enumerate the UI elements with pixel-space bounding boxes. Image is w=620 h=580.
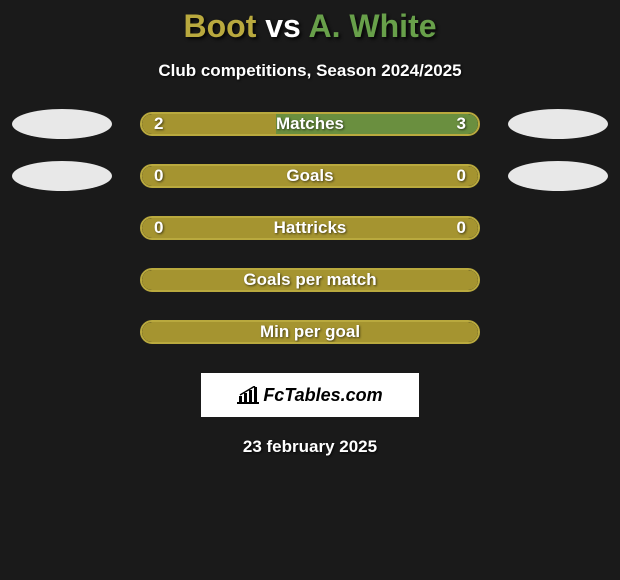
logo-box[interactable]: FcTables.com	[201, 373, 419, 417]
stat-row: 0 0 Goals	[0, 161, 620, 191]
stat-bar: 0 0 Goals	[140, 164, 480, 188]
stat-label: Min per goal	[260, 322, 360, 342]
stat-bar: Goals per match	[140, 268, 480, 292]
player1-badge	[12, 109, 112, 139]
stat-label: Matches	[276, 114, 344, 134]
spacer	[12, 317, 112, 347]
chart-icon	[237, 386, 259, 404]
vs-text: vs	[265, 8, 301, 44]
date-text: 23 february 2025	[0, 437, 620, 457]
spacer	[508, 213, 608, 243]
stat-value-left: 2	[154, 114, 163, 134]
stat-bar: 0 0 Hattricks	[140, 216, 480, 240]
subtitle: Club competitions, Season 2024/2025	[0, 61, 620, 81]
stat-label: Hattricks	[274, 218, 347, 238]
stat-value-right: 0	[457, 166, 466, 186]
player2-name: A. White	[309, 8, 437, 44]
stat-row: Goals per match	[0, 265, 620, 295]
comparison-widget: Boot vs A. White Club competitions, Seas…	[0, 0, 620, 580]
spacer	[12, 265, 112, 295]
page-title: Boot vs A. White	[0, 8, 620, 45]
stat-bar: Min per goal	[140, 320, 480, 344]
stats-area: 2 3 Matches 0 0 Goals 0 0 Hattricks Goals per mat…	[0, 109, 620, 369]
player1-name: Boot	[183, 8, 256, 44]
stat-bar: 2 3 Matches	[140, 112, 480, 136]
stat-value-left: 0	[154, 218, 163, 238]
stat-label: Goals per match	[243, 270, 376, 290]
logo-text: FcTables.com	[263, 385, 382, 406]
player2-badge	[508, 161, 608, 191]
spacer	[12, 213, 112, 243]
spacer	[508, 317, 608, 347]
stat-row: 0 0 Hattricks	[0, 213, 620, 243]
stat-row: 2 3 Matches	[0, 109, 620, 139]
player1-badge	[12, 161, 112, 191]
stat-value-right: 0	[457, 218, 466, 238]
player2-badge	[508, 109, 608, 139]
stat-row: Min per goal	[0, 317, 620, 347]
spacer	[508, 265, 608, 295]
stat-value-left: 0	[154, 166, 163, 186]
stat-value-right: 3	[457, 114, 466, 134]
stat-label: Goals	[286, 166, 333, 186]
